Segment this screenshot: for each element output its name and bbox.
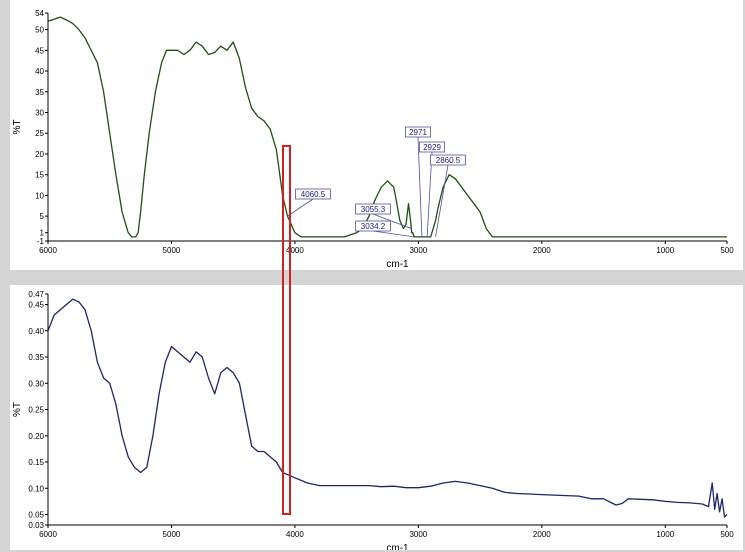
annotation-leader (426, 151, 433, 237)
y-tick-label: 5 (40, 212, 45, 221)
y-tick-label: 40 (35, 67, 44, 76)
y-axis-title: %T (12, 120, 23, 135)
y-tick-label: 25 (35, 129, 44, 138)
annotation-box (355, 203, 391, 215)
x-tick-label: 500 (720, 530, 734, 539)
x-tick-label: 3000 (409, 530, 427, 539)
y-tick-label: -1 (37, 237, 45, 246)
annotation-label: 2929 (423, 143, 441, 152)
x-tick-label: 5000 (163, 246, 181, 255)
y-tick-label: 0.40 (28, 327, 44, 336)
y-tick-label: 0.15 (28, 458, 44, 467)
highlight-region (282, 145, 291, 515)
y-tick-label: 0.47 (28, 290, 44, 299)
annotation-box (295, 188, 331, 200)
y-tick-label: 0.25 (28, 406, 44, 415)
x-tick-label: 6000 (39, 246, 57, 255)
x-axis-title: cm-1 (386, 259, 409, 270)
x-tick-label: 3000 (409, 246, 427, 255)
series-line (47, 298, 728, 518)
x-axis-title: cm-1 (386, 543, 409, 550)
top-spectrum-panel: 6000 5000 4000 3000 2000 1000 500 54 50 45 40 35 30 2… (10, 0, 743, 270)
x-tick-label: 5000 (163, 530, 181, 539)
y-tick-label: 15 (35, 171, 44, 180)
annotation-box (355, 220, 391, 232)
annotation-label: 4060.5 (301, 190, 326, 199)
y-tick-label: 0.45 (28, 301, 44, 310)
annotation-box (430, 154, 466, 166)
annotation-leader (435, 164, 449, 237)
y-tick-label: 54 (35, 9, 44, 18)
y-tick-label: 0.10 (28, 484, 44, 493)
annotation-leader (372, 213, 412, 229)
y-tick-label: 1 (40, 229, 45, 238)
y-tick-label: 50 (35, 26, 44, 35)
annotation-label: 3034.2 (361, 222, 386, 231)
y-tick-label: 0.30 (28, 379, 44, 388)
x-tick-label: 2000 (533, 530, 551, 539)
y-tick-label: 0.35 (28, 353, 44, 362)
annotation-leader (372, 230, 415, 238)
x-tick-label: 4000 (286, 530, 304, 539)
y-tick-label: 45 (35, 46, 44, 55)
annotation-label: 2860.5 (436, 156, 461, 165)
y-tick-label: 20 (35, 150, 44, 159)
y-tick-label: 10 (35, 191, 44, 200)
y-tick-label: 0.05 (28, 511, 44, 520)
y-tick-label: 0.03 (28, 521, 44, 530)
x-tick-label: 2000 (533, 246, 551, 255)
bottom-spectrum-panel: 6000 5000 4000 3000 2000 1000 500 0.47 0.45 0.40 0… (10, 285, 743, 550)
series-line (47, 16, 727, 238)
annotation-leader (417, 136, 423, 237)
top-spectrum-chart: 6000 5000 4000 3000 2000 1000 500 54 50 45 40 35 30 2… (12, 9, 734, 270)
annotation-label: 2971 (409, 128, 427, 137)
y-axis-title: %T (12, 402, 23, 417)
x-tick-label: 1000 (656, 246, 674, 255)
bottom-spectrum-chart: 6000 5000 4000 3000 2000 1000 500 0.47 0.45 0.40 0… (12, 290, 734, 550)
y-tick-label: 35 (35, 88, 44, 97)
y-tick-label: 30 (35, 108, 44, 117)
annotation-leader (287, 198, 314, 217)
x-tick-label: 1000 (656, 530, 674, 539)
annotation-label: 3055.3 (361, 205, 386, 214)
x-tick-label: 4000 (286, 246, 304, 255)
x-tick-label: 500 (720, 246, 734, 255)
annotation-box (418, 141, 445, 153)
annotation-box (404, 126, 431, 138)
x-tick-label: 6000 (39, 530, 57, 539)
y-tick-label: 0.20 (28, 432, 44, 441)
